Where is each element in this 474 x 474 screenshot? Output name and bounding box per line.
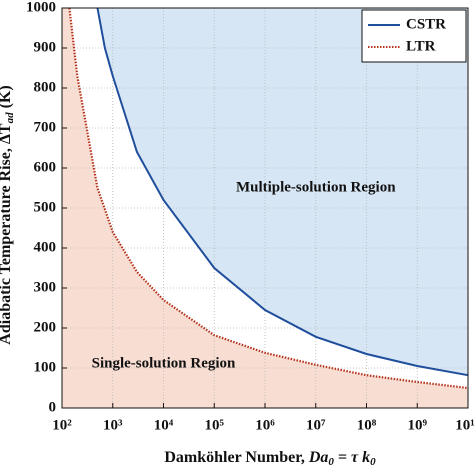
x-tick-label: 10⁴ <box>154 417 174 433</box>
x-label-part: = τ k <box>334 449 370 466</box>
x-tick-label: 10³ <box>103 417 123 433</box>
legend-box <box>361 9 467 63</box>
y-label-part: (K) <box>0 85 14 112</box>
y-tick-label: 600 <box>34 159 57 175</box>
x-tick-label: 10⁹ <box>408 417 428 433</box>
y-tick-label: 500 <box>34 199 57 215</box>
x-tick-label: 10² <box>52 417 72 433</box>
y-tick-label: 0 <box>49 399 57 415</box>
x-tick-label: 10⁷ <box>306 417 326 433</box>
y-tick-label: 400 <box>34 239 57 255</box>
x-label-part: 0 <box>328 456 334 468</box>
y-tick-label: 900 <box>34 39 57 55</box>
y-label-part: ad <box>4 112 16 124</box>
line-series <box>96 7 469 377</box>
y-tick-label: 800 <box>34 79 57 95</box>
plot-frame <box>61 7 469 409</box>
y-tick-label: 300 <box>34 279 57 295</box>
legend-label: CSTR <box>406 16 446 32</box>
line-series <box>68 7 469 390</box>
x-tick-label: 10⁸ <box>357 417 377 433</box>
y-label-part: Adiabatic Temperature Rise, ΔT <box>0 123 14 345</box>
y-axis-label: Adiabatic Temperature Rise, ΔTad (K) <box>0 85 16 344</box>
x-tick-label: 10⁵ <box>205 417 225 433</box>
x-axis-label: Damköhler Number, Da0 = τ k0 <box>164 449 376 468</box>
y-tick-label: 1000 <box>26 0 56 15</box>
x-label-part: 0 <box>370 456 376 468</box>
annotation: Single-solution Region <box>92 355 236 371</box>
x-label-part: Da <box>308 449 329 466</box>
y-tick-label: 700 <box>34 119 57 135</box>
x-tick-label: 10⁶ <box>255 417 275 433</box>
annotation: Multiple-solution Region <box>236 179 396 195</box>
y-tick-label: 100 <box>34 359 57 375</box>
y-tick-label: 200 <box>34 319 57 335</box>
x-label-part: Damköhler Number, <box>164 449 308 466</box>
legend-label: LTR <box>406 38 436 54</box>
plot-layer <box>61 7 469 409</box>
shaded-region <box>97 8 469 376</box>
